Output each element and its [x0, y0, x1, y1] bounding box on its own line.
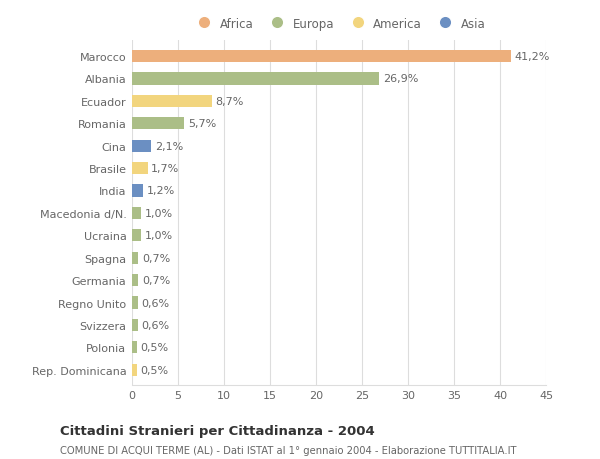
Bar [132, 73, 379, 85]
Bar [132, 341, 137, 354]
Bar [132, 207, 141, 219]
Bar [132, 95, 212, 108]
Bar [132, 185, 143, 197]
Bar [132, 51, 511, 63]
Text: 41,2%: 41,2% [515, 52, 550, 62]
Bar [132, 118, 184, 130]
Bar [132, 319, 137, 331]
Bar [132, 297, 137, 309]
Text: 0,5%: 0,5% [140, 365, 169, 375]
Legend: Africa, Europa, America, Asia: Africa, Europa, America, Asia [188, 13, 490, 35]
Text: 1,0%: 1,0% [145, 208, 173, 218]
Text: 26,9%: 26,9% [383, 74, 419, 84]
Bar [132, 274, 139, 286]
Text: 8,7%: 8,7% [216, 97, 244, 106]
Text: 0,6%: 0,6% [141, 320, 169, 330]
Bar [132, 252, 139, 264]
Text: 1,7%: 1,7% [151, 164, 179, 174]
Text: COMUNE DI ACQUI TERME (AL) - Dati ISTAT al 1° gennaio 2004 - Elaborazione TUTTIT: COMUNE DI ACQUI TERME (AL) - Dati ISTAT … [60, 445, 517, 455]
Bar [132, 140, 151, 152]
Text: 2,1%: 2,1% [155, 141, 183, 151]
Text: 0,5%: 0,5% [140, 342, 169, 353]
Text: 5,7%: 5,7% [188, 119, 217, 129]
Bar [132, 162, 148, 175]
Text: 1,2%: 1,2% [147, 186, 175, 196]
Text: 0,7%: 0,7% [142, 275, 170, 285]
Text: 0,7%: 0,7% [142, 253, 170, 263]
Bar [132, 364, 137, 376]
Bar [132, 230, 141, 242]
Text: 1,0%: 1,0% [145, 231, 173, 241]
Text: Cittadini Stranieri per Cittadinanza - 2004: Cittadini Stranieri per Cittadinanza - 2… [60, 425, 375, 437]
Text: 0,6%: 0,6% [141, 298, 169, 308]
